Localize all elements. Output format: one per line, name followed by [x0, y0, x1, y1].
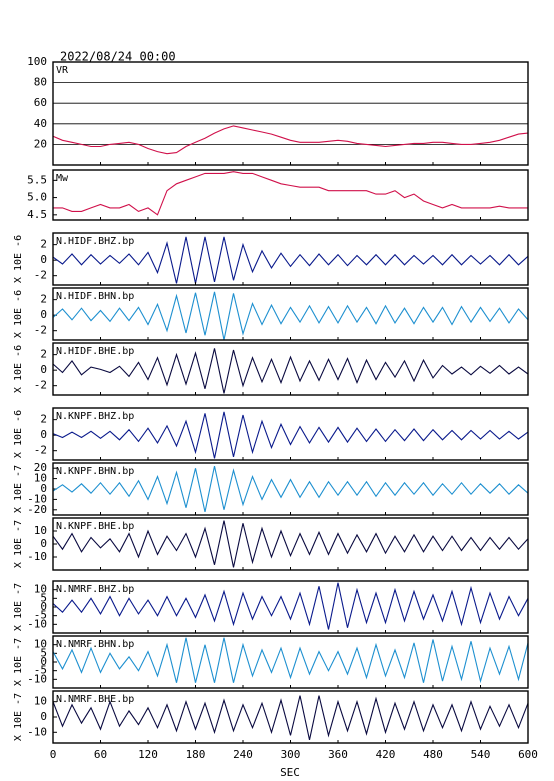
y-tick-label: 5 — [40, 591, 47, 604]
series-line — [53, 171, 528, 216]
panel-name: N.NMRF.BHZ.bp — [56, 584, 134, 595]
x-axis-label: SEC — [280, 766, 300, 779]
x-tick-label: 360 — [328, 748, 348, 761]
y-tick-label: 40 — [34, 117, 47, 130]
y-tick-label: 10 — [34, 638, 47, 651]
y-tick-label: 0 — [40, 600, 47, 613]
y-tick-label: 5 — [40, 646, 47, 659]
panel-name: N.NMRF.BHE.bp — [56, 694, 134, 705]
y-tick-label: 100 — [27, 55, 47, 68]
y-axis-label: X 10E -7 — [13, 583, 24, 631]
y-tick-label: -2 — [34, 444, 47, 457]
y-tick-label: -2 — [34, 269, 47, 282]
y-tick-label: -20 — [27, 503, 47, 516]
y-axis-label: X 10E -6 — [13, 345, 24, 393]
series-line — [52, 695, 529, 741]
panel-name: N.HIDF.BHN.bp — [56, 291, 134, 302]
y-tick-label: 0 — [40, 428, 47, 441]
panel-name: N.HIDF.BHE.bp — [56, 346, 134, 357]
y-tick-label: 0 — [40, 710, 47, 723]
y-tick-label: 80 — [34, 76, 47, 89]
x-tick-label: 60 — [94, 748, 107, 761]
y-tick-label: 0 — [40, 482, 47, 495]
y-tick-label: 60 — [34, 96, 47, 109]
y-tick-label: -10 — [27, 492, 47, 505]
x-tick-label: 0 — [50, 748, 57, 761]
chart-title: 2022/08/24 00:00 — [60, 50, 176, 64]
y-axis-label: X 10E -7 — [13, 693, 24, 741]
panel-name: VR — [56, 65, 69, 76]
y-tick-label: 10 — [34, 472, 47, 485]
panel-name: N.NMRF.BHN.bp — [56, 639, 134, 650]
y-tick-label: -10 — [27, 617, 47, 630]
panel-name: N.KNPF.BHN.bp — [56, 466, 134, 477]
series-line — [52, 520, 529, 568]
panel-name: Mw — [56, 173, 69, 184]
y-tick-label: 2 — [40, 348, 47, 361]
y-tick-label: 20 — [34, 137, 47, 150]
x-tick-label: 480 — [423, 748, 443, 761]
y-tick-label: -10 — [27, 550, 47, 563]
y-tick-label: 0 — [40, 537, 47, 550]
y-tick-label: 10 — [34, 524, 47, 537]
series-line — [52, 582, 529, 630]
y-tick-label: 10 — [34, 695, 47, 708]
panel-name: N.KNPF.BHE.bp — [56, 521, 134, 532]
y-tick-label: -10 — [27, 672, 47, 685]
y-tick-label: 2 — [40, 238, 47, 251]
y-tick-label: 0 — [40, 308, 47, 321]
x-tick-label: 300 — [281, 748, 301, 761]
x-tick-label: 600 — [518, 748, 538, 761]
panel-frame — [52, 169, 529, 221]
y-axis-label: X 10E -6 — [13, 410, 24, 458]
y-tick-label: 5.0 — [27, 191, 47, 204]
y-axis-label: X 10E -7 — [13, 520, 24, 568]
y-tick-label: -2 — [34, 379, 47, 392]
series-line — [52, 291, 529, 341]
y-tick-label: -10 — [27, 725, 47, 738]
y-tick-label: -5 — [34, 609, 47, 622]
y-tick-label: 4.5 — [27, 208, 47, 221]
series-line — [52, 125, 529, 155]
series-line — [52, 348, 529, 394]
y-axis-label: X 10E -7 — [13, 638, 24, 686]
y-tick-label: 2 — [40, 413, 47, 426]
y-tick-label: -2 — [34, 324, 47, 337]
y-tick-label: 0 — [40, 363, 47, 376]
series-line — [52, 236, 529, 284]
series-line — [52, 411, 529, 459]
x-tick-label: 240 — [233, 748, 253, 761]
y-tick-label: 20 — [34, 461, 47, 474]
series-line — [52, 465, 529, 513]
y-tick-label: 10 — [34, 583, 47, 596]
x-tick-label: 420 — [376, 748, 396, 761]
x-tick-label: 120 — [138, 748, 158, 761]
y-tick-label: 0 — [40, 655, 47, 668]
y-tick-label: 5.5 — [27, 173, 47, 186]
y-axis-label: X 10E -7 — [13, 465, 24, 513]
x-tick-label: 180 — [186, 748, 206, 761]
series-line — [52, 637, 529, 684]
y-axis-label: X 10E -6 — [13, 290, 24, 338]
panel-frame — [52, 61, 529, 166]
y-tick-label: 0 — [40, 253, 47, 266]
y-axis-label: X 10E -6 — [13, 235, 24, 283]
x-tick-label: 540 — [471, 748, 491, 761]
y-tick-label: -5 — [34, 664, 47, 677]
panel-name: N.HIDF.BHZ.bp — [56, 236, 134, 247]
y-tick-label: 2 — [40, 293, 47, 306]
panel-name: N.KNPF.BHZ.bp — [56, 411, 134, 422]
